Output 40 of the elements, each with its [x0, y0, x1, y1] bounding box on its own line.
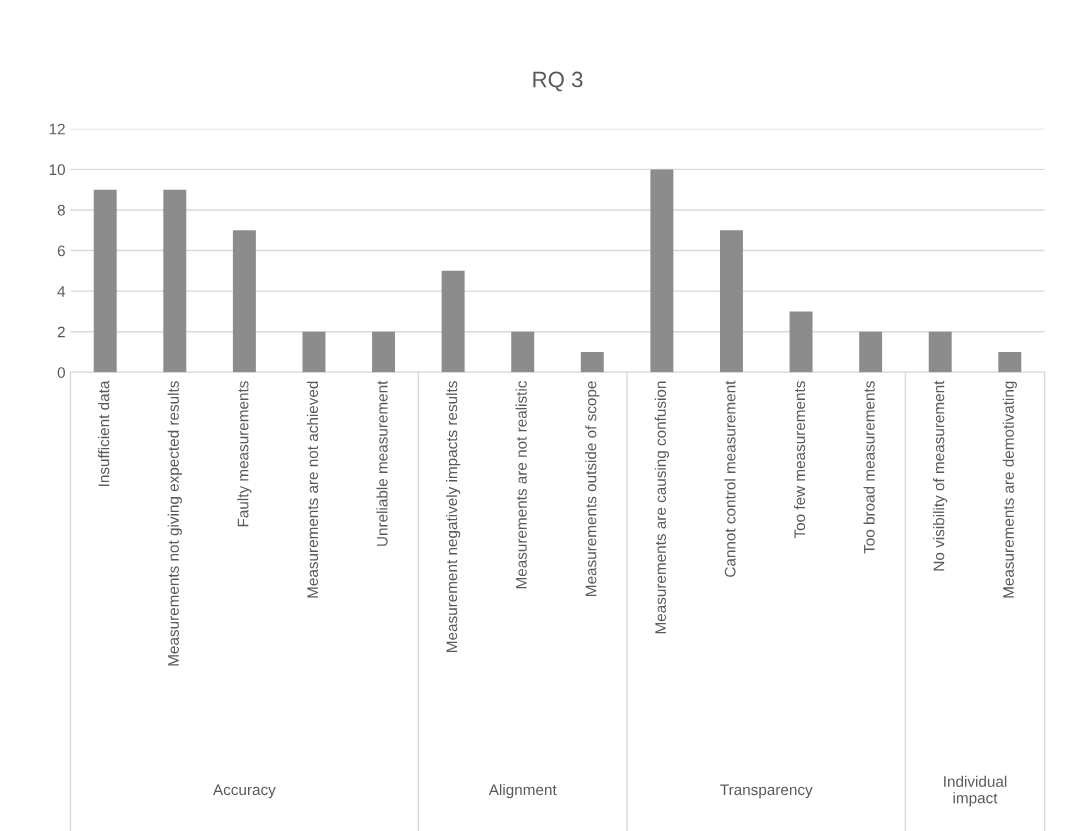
- x-tick-label: Measurements are not realistic: [515, 381, 527, 589]
- bar: [580, 352, 604, 373]
- bar: [232, 230, 256, 373]
- x-tick-label: Measurements are demotivating: [1002, 381, 1017, 598]
- x-tick-label: Too broad measurements: [863, 381, 875, 554]
- bar: [998, 352, 1022, 373]
- bar: [511, 331, 535, 373]
- bar: [789, 311, 813, 373]
- x-tick-label: No visibility of measurement: [933, 380, 948, 571]
- x-tick-label: Measurements are not achieved: [306, 381, 319, 598]
- y-tick-label: 10: [49, 164, 65, 176]
- y-tick-label: 4: [57, 286, 66, 297]
- bar: [372, 331, 396, 373]
- y-tick-label: 8: [57, 204, 65, 216]
- text: Accuracy: [213, 784, 276, 799]
- x-tick-label: Unreliable measurement: [376, 380, 388, 546]
- x-tick-label: Measurement negatively impacts results: [446, 381, 461, 652]
- x-tick-label: Too few measurements: [793, 381, 806, 539]
- x-tick-label: Cannot control measurement: [724, 380, 736, 577]
- bar: [928, 331, 952, 373]
- x-tick-label: Measurements not giving expected results: [167, 381, 182, 666]
- text: Alignment: [488, 783, 557, 799]
- bar: [93, 189, 117, 373]
- chart-title: RQ 3: [533, 71, 583, 92]
- bar: [302, 331, 326, 373]
- bar: [163, 189, 187, 373]
- y-tick-label: 12: [49, 123, 65, 135]
- y-tick-label: 0: [57, 367, 65, 378]
- x-tick-label: Insufficient data: [98, 380, 110, 486]
- x-tick-label: Faulty measurements: [237, 381, 252, 527]
- x-tick-label: Measurements are causing confusion: [654, 381, 669, 634]
- x-tick-label: Measurements outside of scope: [585, 381, 600, 596]
- bar: [441, 270, 465, 373]
- y-tick-label: 6: [57, 245, 65, 257]
- text: Individual impact: [944, 775, 1007, 807]
- bar: [719, 230, 743, 373]
- bar: [859, 331, 883, 373]
- y-tick-label: 2: [57, 326, 65, 338]
- text: Transparency: [720, 784, 813, 799]
- bar: [650, 169, 674, 373]
